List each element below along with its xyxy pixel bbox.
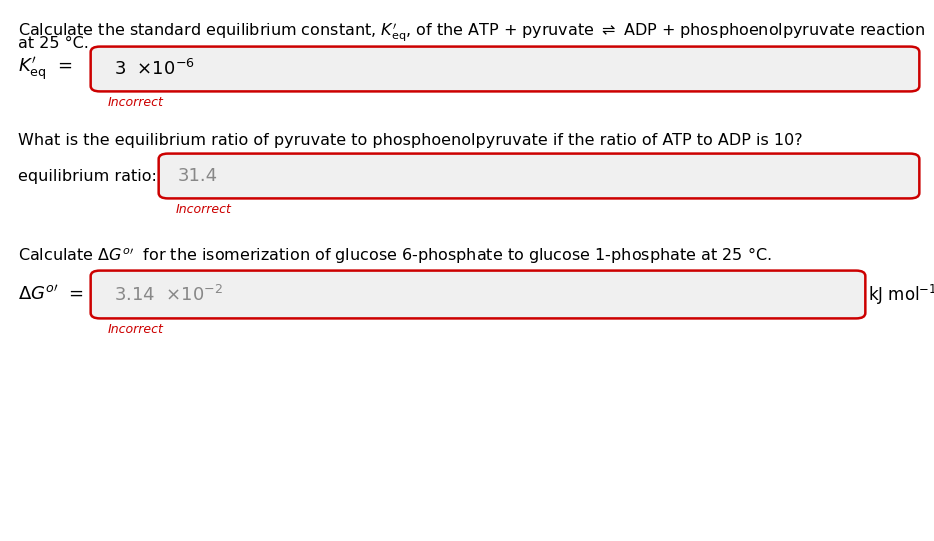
Text: kJ mol$^{-1}$: kJ mol$^{-1}$ <box>868 282 934 307</box>
Text: Incorrect: Incorrect <box>108 323 163 336</box>
Text: 31.4: 31.4 <box>178 167 219 185</box>
Text: equilibrium ratio:: equilibrium ratio: <box>18 168 157 183</box>
Text: 3.14  ×10$^{-2}$: 3.14 ×10$^{-2}$ <box>114 285 223 305</box>
Text: $\Delta G^{o\prime}$  =: $\Delta G^{o\prime}$ = <box>18 285 84 304</box>
Text: Calculate the standard equilibrium constant, $K^{\prime}_{\mathrm{eq}}$, of the : Calculate the standard equilibrium const… <box>18 20 926 44</box>
Text: Incorrect: Incorrect <box>176 203 232 216</box>
FancyBboxPatch shape <box>91 47 919 91</box>
Text: $K^{\prime}_{\mathrm{eq}}$  =: $K^{\prime}_{\mathrm{eq}}$ = <box>18 55 73 83</box>
FancyBboxPatch shape <box>159 154 919 199</box>
FancyBboxPatch shape <box>91 270 865 319</box>
Text: What is the equilibrium ratio of pyruvate to phosphoenolpyruvate if the ratio of: What is the equilibrium ratio of pyruvat… <box>18 133 802 148</box>
Text: Incorrect: Incorrect <box>108 96 163 109</box>
Text: at 25 °C.: at 25 °C. <box>18 36 89 51</box>
Text: 3  ×10$^{-6}$: 3 ×10$^{-6}$ <box>114 59 195 79</box>
Text: Calculate $\Delta G^{o\prime}$  for the isomerization of glucose 6-phosphate to : Calculate $\Delta G^{o\prime}$ for the i… <box>18 246 771 266</box>
